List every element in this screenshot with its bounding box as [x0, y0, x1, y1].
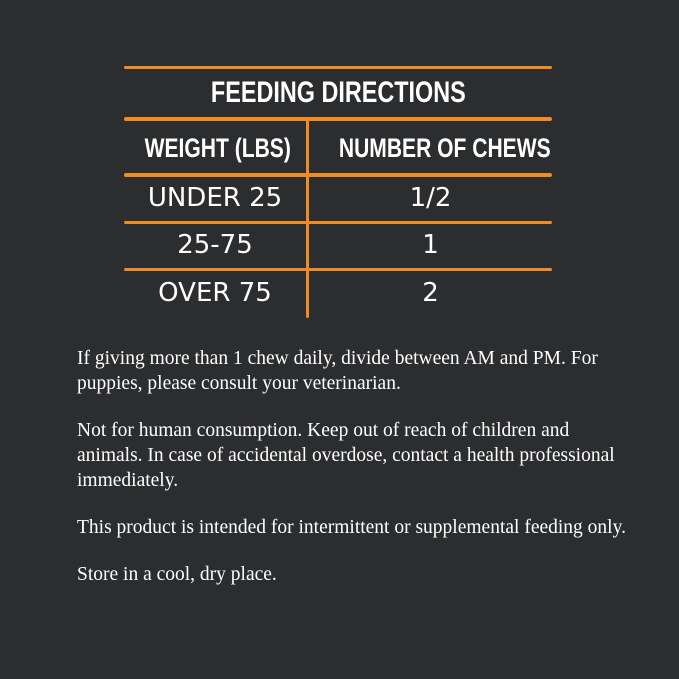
row-chews: 2 — [422, 278, 439, 308]
divider — [124, 173, 552, 177]
divider — [124, 117, 552, 121]
row-weight: UNDER 25 — [147, 183, 283, 213]
header-weight: WEIGHT (LBS) — [124, 133, 306, 164]
table-title-text: FEEDING DIRECTIONS — [210, 76, 466, 109]
note-feeding: This product is intended for intermitten… — [77, 517, 626, 538]
header-chews-text: NUMBER OF CHEWS — [338, 133, 551, 163]
divider — [124, 221, 552, 224]
header-chews: NUMBER OF CHEWS — [309, 133, 552, 164]
divider — [124, 66, 552, 69]
divider — [124, 268, 552, 271]
note-warning: Not for human consumption. Keep out of r… — [77, 420, 615, 491]
row-chews: 1/2 — [409, 183, 452, 213]
note-storage: Store in a cool, dry place. — [77, 564, 277, 585]
row-weight: OVER 75 — [158, 278, 272, 308]
instructions: If giving more than 1 chew daily, divide… — [77, 346, 637, 609]
row-chews: 1 — [422, 230, 439, 260]
header-weight-text: WEIGHT (LBS) — [144, 133, 291, 163]
table-title: FEEDING DIRECTIONS — [124, 76, 552, 110]
note-dosage: If giving more than 1 chew daily, divide… — [77, 348, 598, 394]
column-divider — [306, 118, 309, 318]
row-weight: 25-75 — [177, 230, 253, 260]
